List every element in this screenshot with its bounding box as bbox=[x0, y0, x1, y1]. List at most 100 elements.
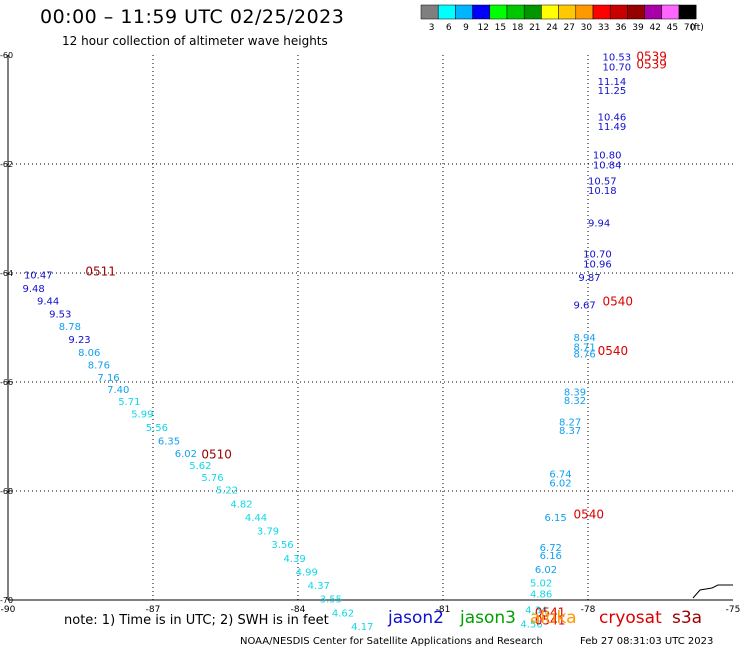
data-label: 10.80 bbox=[593, 151, 622, 162]
time-label: 0541 bbox=[535, 605, 566, 619]
data-label: 5.71 bbox=[118, 397, 140, 408]
data-label: 11.25 bbox=[598, 86, 627, 97]
timestamp: Feb 27 08:31:03 UTC 2023 bbox=[580, 636, 714, 647]
data-label: 10.53 bbox=[603, 52, 632, 63]
colorbar-label: 3 bbox=[429, 23, 435, 33]
x-tick-label: -81 bbox=[436, 605, 451, 615]
y-tick-label: -68 bbox=[0, 487, 13, 496]
colorbar-swatch bbox=[575, 4, 594, 20]
colorbar-swatch bbox=[489, 4, 508, 20]
legend-s3a: s3a bbox=[672, 608, 703, 628]
time-label: 0541 bbox=[535, 614, 566, 628]
data-label: 4.39 bbox=[284, 554, 306, 565]
data-label: 9.87 bbox=[578, 273, 600, 284]
data-label: 8.37 bbox=[559, 426, 581, 437]
colorbar-label: 30 bbox=[581, 23, 593, 33]
data-label: 8.06 bbox=[78, 348, 100, 359]
data-label: 4.99 bbox=[296, 567, 318, 578]
data-label: 3.56 bbox=[271, 540, 293, 551]
data-label: 4.44 bbox=[245, 513, 267, 524]
colorbar-label: 15 bbox=[495, 23, 506, 33]
colorbar-swatch bbox=[661, 4, 680, 20]
data-label: 8.78 bbox=[59, 322, 81, 333]
colorbar-label: 42 bbox=[649, 23, 660, 33]
credit-text: NOAA/NESDIS Center for Satellite Applica… bbox=[240, 636, 543, 647]
colorbar-label: 21 bbox=[529, 23, 540, 33]
data-label: 8.27 bbox=[559, 418, 581, 429]
legend-altika: altika bbox=[530, 608, 577, 628]
data-label: 8.39 bbox=[564, 388, 586, 399]
colorbar-label: 70 bbox=[684, 23, 696, 33]
legend-jason3: jason3 bbox=[460, 608, 516, 628]
y-tick-label: -64 bbox=[0, 269, 13, 278]
data-label: 10.18 bbox=[588, 186, 617, 197]
colorbar-swatch bbox=[541, 4, 559, 20]
data-label: 8.76 bbox=[574, 349, 596, 360]
colorbar-label: 6 bbox=[446, 23, 452, 33]
y-tick-label: -66 bbox=[0, 378, 13, 387]
colorbar-unit: (ft) bbox=[690, 23, 704, 33]
data-label: 9.44 bbox=[37, 297, 59, 308]
colorbar-swatch bbox=[678, 4, 697, 20]
data-label: 4.62 bbox=[332, 608, 354, 619]
data-label: 10.57 bbox=[588, 177, 617, 188]
data-label: 6.74 bbox=[549, 469, 571, 480]
data-label: 8.76 bbox=[88, 360, 110, 371]
data-label: 10.96 bbox=[583, 260, 612, 271]
data-label: 4.86 bbox=[530, 589, 552, 600]
colorbar-label: 36 bbox=[615, 23, 627, 33]
data-label: 8.71 bbox=[574, 342, 596, 353]
colorbar-swatch bbox=[420, 4, 439, 20]
data-label: 11.49 bbox=[598, 122, 627, 133]
data-label: 10.46 bbox=[598, 112, 627, 123]
colorbar-label: 39 bbox=[632, 23, 644, 33]
data-label: 3.79 bbox=[257, 527, 279, 538]
data-label: 8.32 bbox=[564, 396, 586, 407]
data-label: 11.14 bbox=[598, 77, 627, 88]
data-label: 9.94 bbox=[588, 219, 610, 230]
colorbar-swatch bbox=[609, 4, 628, 20]
colorbar-swatch bbox=[627, 4, 645, 20]
page-title: 00:00 – 11:59 UTC 02/25/2023 bbox=[40, 6, 345, 28]
x-tick-label: -84 bbox=[291, 605, 306, 615]
time-label: 0539 bbox=[636, 49, 667, 63]
y-tick-label: -62 bbox=[0, 160, 13, 169]
time-label: 0540 bbox=[598, 344, 629, 358]
time-label: 0510 bbox=[201, 447, 232, 461]
colorbar-swatch bbox=[644, 4, 663, 20]
x-tick-label: -90 bbox=[1, 605, 16, 615]
data-label: 9.48 bbox=[23, 284, 45, 295]
colorbar-swatch bbox=[523, 4, 542, 20]
data-label: 5.99 bbox=[131, 409, 153, 420]
data-label: 10.47 bbox=[24, 270, 53, 281]
colorbar-swatch bbox=[472, 4, 491, 20]
data-label: 6.02 bbox=[175, 449, 197, 460]
data-label: 5.02 bbox=[530, 578, 552, 589]
data-label: 7.40 bbox=[107, 385, 129, 396]
colorbar-label: 18 bbox=[512, 23, 524, 33]
x-tick-label: -87 bbox=[146, 605, 161, 615]
legend-jason2: jason2 bbox=[388, 608, 444, 628]
data-label: 5.22 bbox=[216, 486, 238, 497]
colorbar-label: 9 bbox=[463, 23, 469, 33]
data-label: 4.82 bbox=[230, 499, 252, 510]
colorbar-label: 27 bbox=[563, 23, 574, 33]
page-subtitle: 12 hour collection of altimeter wave hei… bbox=[62, 34, 328, 48]
data-label: 5.56 bbox=[146, 423, 168, 434]
y-tick-label: -60 bbox=[0, 51, 13, 60]
time-label: 0539 bbox=[636, 58, 667, 72]
data-label: 7.16 bbox=[97, 373, 119, 384]
colorbar-label: 24 bbox=[546, 23, 558, 33]
legend-cryosat: cryosat bbox=[599, 608, 662, 628]
data-label: 10.84 bbox=[593, 160, 622, 171]
time-label: 0511 bbox=[85, 265, 116, 279]
data-label: 5.76 bbox=[201, 473, 223, 484]
x-tick-label: -78 bbox=[581, 605, 596, 615]
data-label: 6.16 bbox=[540, 551, 562, 562]
data-label: 3.55 bbox=[320, 595, 342, 606]
data-label: 9.23 bbox=[68, 335, 90, 346]
data-label: 10.70 bbox=[603, 62, 632, 73]
colorbar-swatch bbox=[558, 4, 577, 20]
colorbar-swatch bbox=[506, 4, 525, 20]
